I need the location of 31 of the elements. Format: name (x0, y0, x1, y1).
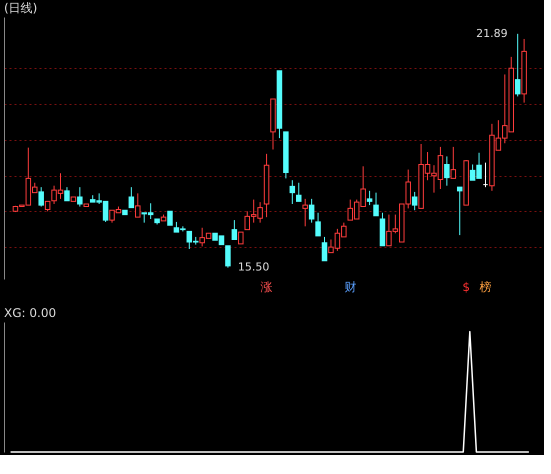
candlestick (450, 146, 456, 179)
text: $ (462, 280, 470, 294)
chart-title: (日线) (4, 1, 38, 15)
candlestick (315, 212, 321, 236)
candlestick (444, 156, 450, 186)
candlestick (77, 186, 83, 208)
candlestick (373, 192, 379, 216)
candlestick (456, 186, 462, 236)
candlestick (412, 191, 418, 211)
candlestick (366, 190, 372, 206)
text: 涨 (260, 280, 273, 294)
candlestick (38, 186, 44, 208)
candlestick (225, 245, 231, 268)
text: 榜 (479, 280, 492, 294)
text: 财 (344, 280, 356, 294)
annotation: 15.50 (238, 260, 270, 274)
candlestick (128, 186, 134, 208)
candlestick (135, 192, 141, 218)
chart-title: XG: 0.00 (4, 306, 56, 320)
candlestick (64, 186, 70, 202)
annotation: 21.89 (476, 26, 508, 40)
candlestick (514, 33, 520, 97)
candlestick (167, 210, 173, 226)
candlestick (232, 220, 238, 240)
candlestick (290, 180, 296, 204)
candlestick (308, 198, 314, 224)
candlestick (44, 200, 50, 212)
candlestick (296, 182, 302, 202)
candlestick (322, 236, 328, 262)
candlestick (238, 232, 244, 244)
candlestick (302, 198, 308, 227)
